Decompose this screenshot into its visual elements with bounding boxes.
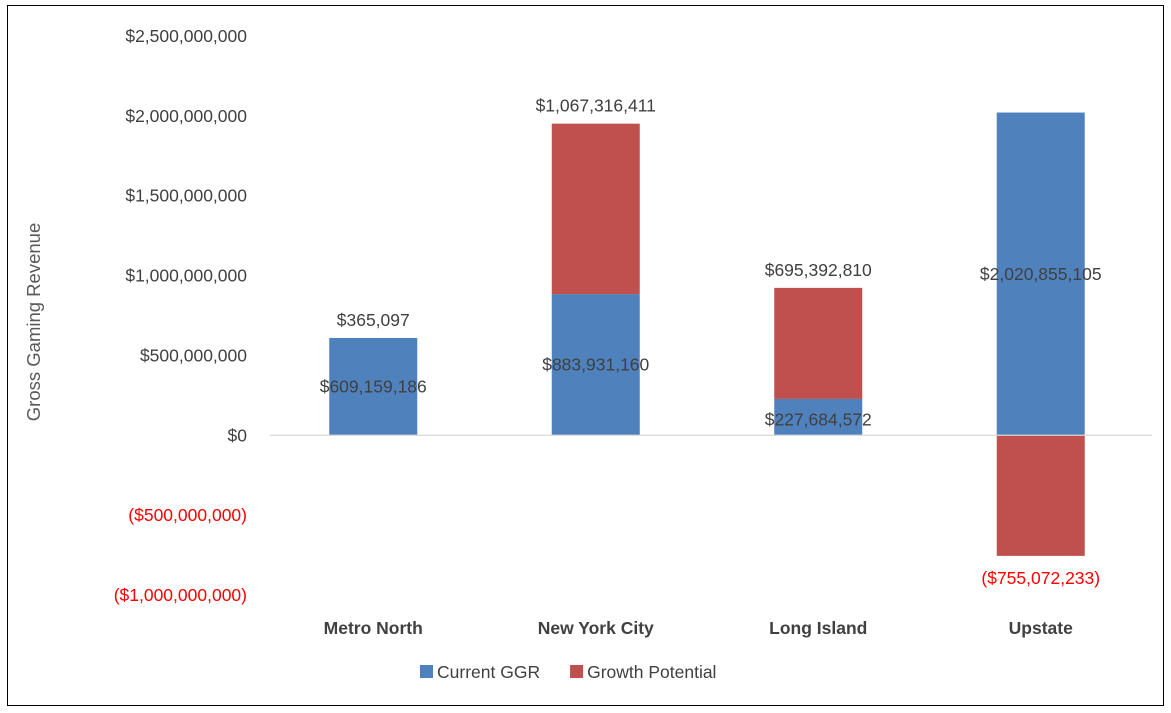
y-tick-label: ($1,000,000,000)	[114, 585, 247, 605]
legend-label: Growth Potential	[587, 662, 716, 682]
bar-growth-potential	[551, 123, 640, 295]
data-label-current-ggr: $883,931,160	[542, 355, 649, 375]
y-axis-label: Gross Gaming Revenue	[23, 223, 44, 421]
bar-current-ggr	[551, 294, 640, 436]
data-label-growth-potential: $365,097	[337, 310, 410, 330]
legend-swatch	[420, 665, 433, 678]
legend: Current GGR Growth Potential	[420, 662, 716, 682]
data-label-current-ggr: $2,020,855,105	[980, 264, 1102, 284]
legend-label: Current GGR	[437, 662, 540, 682]
y-tick-label: ($500,000,000)	[128, 505, 247, 525]
data-label-growth-potential: ($755,072,233)	[981, 568, 1100, 588]
bars	[329, 112, 1085, 556]
y-tick-label: $2,500,000,000	[125, 26, 247, 46]
category-label: Upstate	[1009, 618, 1073, 638]
data-label-growth-potential: $1,067,316,411	[536, 96, 656, 116]
y-tick-label: $1,500,000,000	[125, 186, 247, 206]
data-label-current-ggr: $609,159,186	[320, 377, 427, 397]
data-label-growth-potential: $695,392,810	[765, 260, 872, 280]
category-label: New York City	[538, 618, 654, 638]
bar-current-ggr	[996, 112, 1085, 436]
y-tick-label: $2,000,000,000	[125, 106, 247, 126]
y-tick-label: $0	[228, 425, 248, 445]
y-tick-label: $1,000,000,000	[125, 266, 247, 286]
bar-growth-potential	[774, 287, 863, 399]
bar-growth-potential	[996, 435, 1085, 556]
legend-swatch	[570, 665, 584, 678]
category-label: Metro North	[324, 618, 423, 638]
y-axis-ticks: $2,500,000,000 $2,000,000,000 $1,500,000,0…	[114, 26, 248, 605]
y-tick-label: $500,000,000	[140, 345, 247, 365]
category-labels: Metro North New York City Long Island Upsta…	[324, 618, 1073, 638]
data-labels: $609,159,186 $365,097 $883,931,160 $1,067,3…	[320, 96, 1102, 588]
data-label-current-ggr: $227,684,572	[765, 409, 872, 429]
category-label: Long Island	[769, 618, 867, 638]
bar-current-ggr	[774, 398, 863, 436]
bar-current-ggr	[329, 337, 418, 436]
